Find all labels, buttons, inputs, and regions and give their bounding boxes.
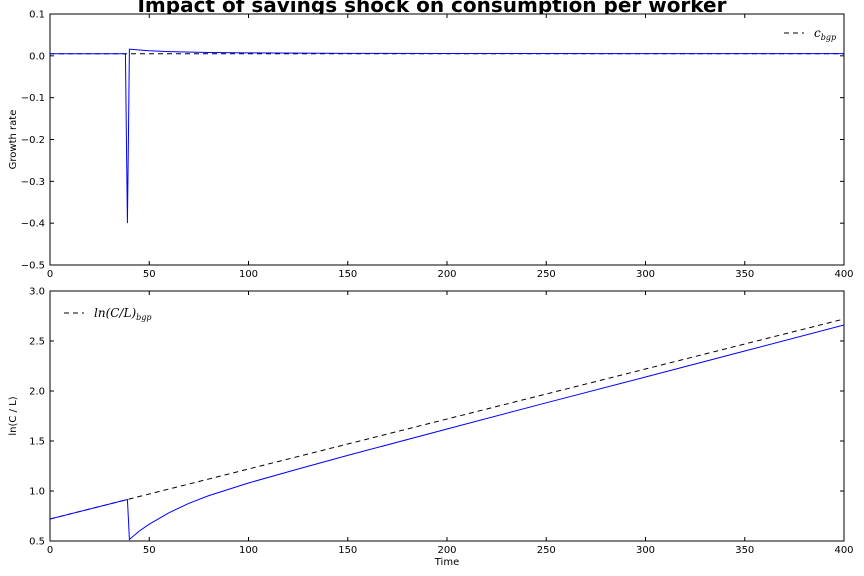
- x-tick-label: 100: [239, 269, 258, 280]
- legend: ln(C/L)bgp: [64, 306, 152, 322]
- y-tick-label: −0.2: [21, 135, 45, 146]
- x-tick-label: 350: [735, 269, 754, 280]
- y-axis-label: ln(C / L): [8, 396, 19, 435]
- x-tick-label: 0: [47, 269, 53, 280]
- x-tick-label: 300: [636, 269, 655, 280]
- legend-label: ln(C/L)bgp: [94, 306, 152, 322]
- x-tick-label: 150: [338, 269, 357, 280]
- y-tick-label: 0.1: [29, 10, 45, 21]
- y-tick-label: 2.5: [29, 337, 45, 348]
- y-tick-label: −0.5: [21, 261, 45, 272]
- growth-rate-plot: 0 50 100 150 200 250 300 350 400 −0.5 −0.4 −0.3 −0.2…: [8, 10, 854, 281]
- y-tick-label: 1.0: [29, 487, 45, 498]
- x-axis-label: Time: [434, 557, 459, 568]
- x-tick-label: 400: [834, 545, 853, 556]
- x-tick-label: 300: [636, 545, 655, 556]
- x-tick-label: 50: [143, 269, 156, 280]
- x-tick-label: 200: [437, 545, 456, 556]
- log-consumption-plot: 0 50 100 150 200 250 300 350 400 0.5 1.0 1.5 2.0 2.5 3…: [8, 287, 854, 569]
- x-tick-label: 200: [437, 269, 456, 280]
- y-axis-label: Growth rate: [8, 110, 19, 170]
- y-tick-label: 0.0: [29, 51, 45, 62]
- x-tick-label: 0: [47, 545, 53, 556]
- chart-title: Impact of savings shock on consumption p…: [137, 0, 726, 17]
- y-tick-label: 1.5: [29, 437, 45, 448]
- y-tick-label: −0.1: [21, 93, 45, 104]
- y-tick-label: 0.5: [29, 537, 45, 548]
- y-tick-label: 2.0: [29, 387, 45, 398]
- x-tick-label: 100: [239, 545, 258, 556]
- y-tick-label: 3.0: [29, 287, 45, 298]
- series-line: [50, 48, 844, 224]
- x-tick-label: 250: [537, 269, 556, 280]
- x-tick-label: 150: [338, 545, 357, 556]
- bgp-dashed-line: [50, 318, 844, 520]
- x-tick-label: 400: [834, 269, 853, 280]
- legend-label: cbgp: [814, 26, 836, 42]
- plot-frame: [49, 290, 845, 542]
- x-tick-label: 250: [537, 545, 556, 556]
- y-tick-label: −0.3: [21, 177, 45, 188]
- y-tick-label: −0.4: [21, 219, 45, 230]
- x-tick-label: 50: [143, 545, 156, 556]
- legend: cbgp: [784, 26, 836, 42]
- series-line: [50, 324, 844, 541]
- x-tick-label: 350: [735, 545, 754, 556]
